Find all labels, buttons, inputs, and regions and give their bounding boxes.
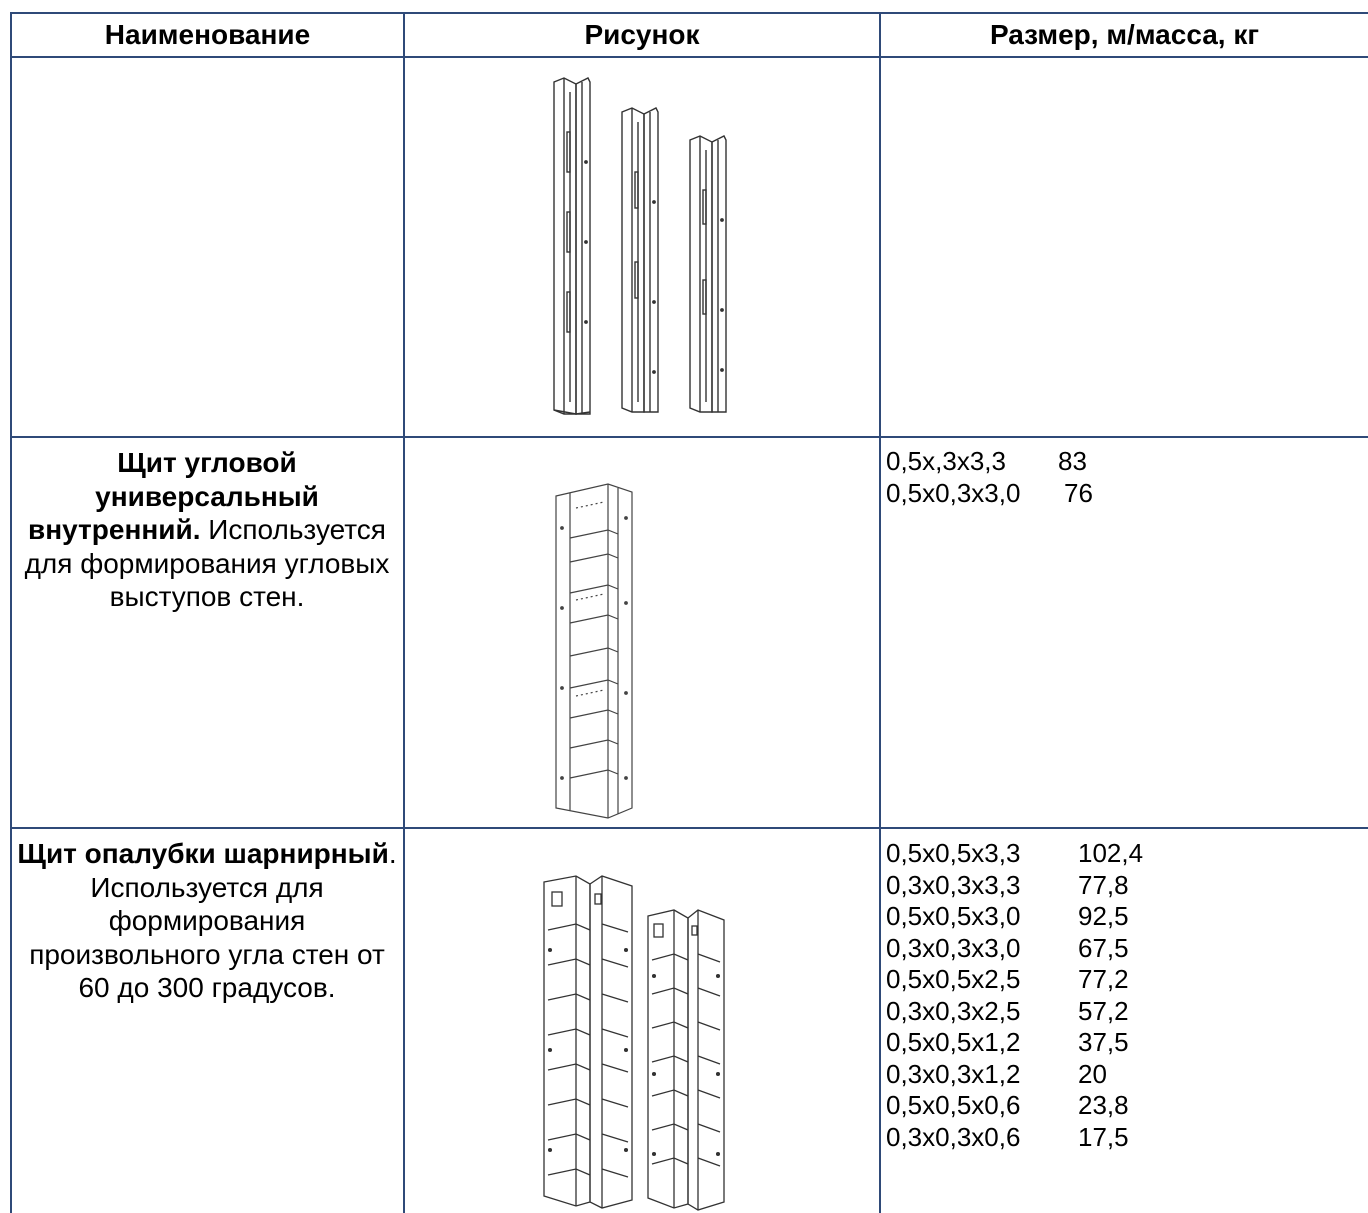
row3-name: Щит опалубки шарнирный. Используется для… (12, 837, 402, 1005)
size-dims: 0,5х0,5х3,0 (886, 901, 1021, 931)
table-border-col2 (879, 12, 881, 1213)
size-row: 0,3х0,3х3,0 67,5 (886, 933, 1143, 965)
size-row: 0,5х0,3х3,0 76 (886, 478, 1093, 510)
size-mass: 102,4 (1078, 838, 1144, 868)
size-mass: 17,5 (1078, 1121, 1129, 1152)
size-dims: 0,5х0,5х1,2 (886, 1027, 1021, 1057)
size-dims: 0,3х0,3х2,5 (886, 995, 1021, 1026)
size-row: 0,5х0,5х1,2 37,5 (886, 1027, 1143, 1059)
row3-sizes: 0,5х0,5х3,3 102,4 0,3х0,3х3,3 77,8 0,5х0,5… (886, 838, 1143, 1153)
size-mass: 77,8 (1078, 869, 1129, 900)
table-border-col1 (403, 12, 405, 1213)
size-dims: 0,3х0,3х1,2 (886, 1058, 1021, 1089)
row2-name-bold: Щит угловой универсальный внутренний. (28, 447, 319, 545)
size-row: 0,5х,3х3,3 83 (886, 446, 1093, 478)
table-border-left (10, 12, 12, 1213)
row2-sizes: 0,5х,3х3,3 83 0,5х0,3х3,0 76 (886, 446, 1093, 509)
header-picture: Рисунок (584, 19, 700, 50)
size-mass: 67,5 (1078, 932, 1129, 963)
table-border-header (10, 56, 1368, 58)
size-mass: 57,2 (1078, 995, 1129, 1026)
size-dims: 0,5х0,3х3,0 (886, 477, 1021, 508)
row3-name-bold: Щит опалубки шарнирный (17, 838, 389, 869)
size-dims: 0,3х0,3х0,6 (886, 1121, 1021, 1152)
header-name: Наименование (104, 19, 311, 50)
size-mass: 76 (1064, 477, 1093, 508)
size-row: 0,5х0,5х3,3 102,4 (886, 838, 1143, 870)
size-mass: 83 (1058, 446, 1087, 476)
size-dims: 0,5х0,5х3,3 (886, 838, 1021, 868)
size-row: 0,5х0,5х3,0 92,5 (886, 901, 1143, 933)
size-mass: 20 (1078, 1058, 1107, 1089)
size-mass: 92,5 (1078, 901, 1129, 931)
size-row: 0,3х0,3х3,3 77,8 (886, 870, 1143, 902)
table-border-row2 (10, 827, 1368, 829)
size-mass: 23,8 (1078, 1090, 1129, 1120)
size-dims: 0,5х,3х3,3 (886, 446, 1006, 476)
size-row: 0,3х0,3х2,5 57,2 (886, 996, 1143, 1028)
row3-name-desc: . Используется для формирования произвол… (29, 838, 397, 1003)
size-row: 0,3х0,3х1,2 20 (886, 1059, 1143, 1091)
size-dims: 0,5х0,5х2,5 (886, 964, 1021, 994)
size-mass: 37,5 (1078, 1027, 1129, 1057)
size-mass: 77,2 (1078, 964, 1129, 994)
table-border-top (10, 12, 1368, 14)
three-narrow-corner-panels-image (553, 77, 727, 415)
row2-name-desc: Используется для формирования угловых вы… (24, 514, 390, 612)
size-dims: 0,3х0,3х3,0 (886, 932, 1021, 963)
size-row: 0,3х0,3х0,6 17,5 (886, 1122, 1143, 1154)
header-size: Размер, м/масса, кг (989, 19, 1260, 50)
size-row: 0,5х0,5х0,6 23,8 (886, 1090, 1143, 1122)
row2-name: Щит угловой универсальный внутренний. Ис… (12, 446, 402, 614)
inner-corner-panel-image (555, 483, 633, 819)
size-dims: 0,5х0,5х0,6 (886, 1090, 1021, 1120)
size-dims: 0,3х0,3х3,3 (886, 869, 1021, 900)
hinged-panels-image (543, 875, 725, 1211)
table-border-row1 (10, 436, 1368, 438)
size-row: 0,5х0,5х2,5 77,2 (886, 964, 1143, 996)
